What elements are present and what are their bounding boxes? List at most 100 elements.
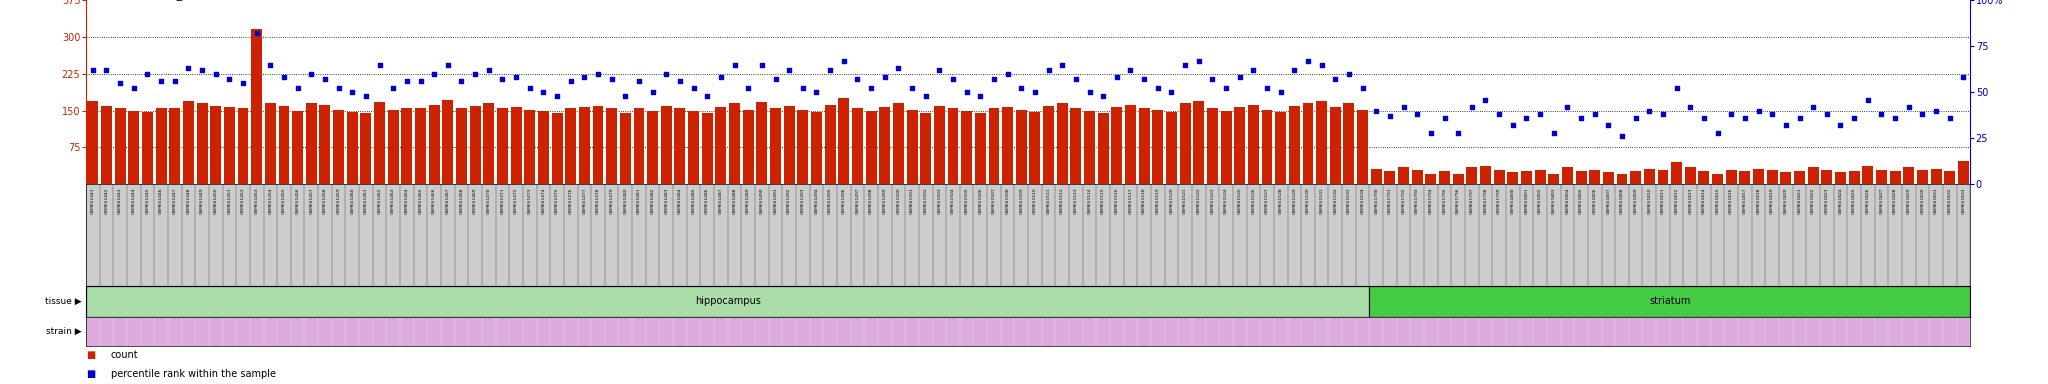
Bar [729, 103, 739, 184]
Point [1442, 130, 1475, 136]
Bar [141, 112, 154, 184]
Bar [319, 105, 330, 184]
Text: GSM651817: GSM651817 [1743, 187, 1747, 214]
Point [745, 61, 778, 68]
Bar [1876, 170, 1886, 184]
Bar [211, 106, 221, 184]
Bar [1657, 170, 1669, 184]
Bar [498, 108, 508, 184]
Bar [1343, 103, 1354, 184]
Point [473, 67, 506, 73]
Text: GSM651501: GSM651501 [909, 187, 913, 214]
Text: GSM651494: GSM651494 [815, 187, 819, 214]
Point [526, 89, 559, 95]
Bar [401, 108, 412, 184]
Text: GSM651462: GSM651462 [377, 187, 381, 214]
Text: GSM651526: GSM651526 [1251, 187, 1255, 214]
Bar [1030, 112, 1040, 184]
Text: GSM651452: GSM651452 [242, 187, 246, 214]
Bar [1931, 169, 1942, 184]
Text: GSM651822: GSM651822 [1810, 187, 1815, 214]
Text: GSM651805: GSM651805 [1579, 187, 1583, 214]
Bar [1440, 170, 1450, 184]
Text: GSM651534: GSM651534 [1360, 187, 1364, 214]
Point [1702, 130, 1735, 136]
Point [1360, 108, 1393, 114]
Point [1169, 61, 1202, 68]
Text: GSM651533: GSM651533 [1348, 187, 1352, 214]
Point [1073, 89, 1106, 95]
Text: GSM651800: GSM651800 [1511, 187, 1516, 214]
Point [1729, 115, 1761, 121]
Bar [1425, 174, 1436, 184]
Text: GSM651502: GSM651502 [924, 187, 928, 214]
Point [1468, 96, 1501, 103]
Point [977, 76, 1010, 82]
Point [117, 85, 150, 91]
Point [1182, 58, 1214, 64]
Point [1415, 130, 1448, 136]
Bar [1944, 170, 1956, 184]
Bar [551, 113, 563, 184]
Point [1196, 76, 1229, 82]
Bar [1534, 170, 1546, 184]
Bar [1493, 170, 1505, 184]
Text: GSM651518: GSM651518 [1143, 187, 1147, 214]
Point [1948, 74, 1980, 81]
Bar [387, 109, 399, 184]
Text: GSM651531: GSM651531 [1319, 187, 1323, 214]
Bar [1317, 101, 1327, 184]
Point [1866, 111, 1898, 118]
Point [1755, 111, 1788, 118]
Point [186, 67, 219, 73]
Text: percentile rank within the sample: percentile rank within the sample [111, 369, 276, 379]
Text: GSM651498: GSM651498 [868, 187, 872, 214]
Bar [156, 108, 166, 184]
Text: GSM651820: GSM651820 [1784, 187, 1788, 214]
Point [1837, 115, 1870, 121]
Text: GSM651465: GSM651465 [418, 187, 422, 214]
Text: GSM651791: GSM651791 [1389, 187, 1393, 214]
Bar [346, 112, 358, 184]
Text: GSM651451: GSM651451 [227, 187, 231, 214]
Text: GSM651454: GSM651454 [268, 187, 272, 214]
Point [936, 76, 969, 82]
Text: GSM651469: GSM651469 [473, 187, 477, 214]
Point [1319, 76, 1352, 82]
Text: GSM651473: GSM651473 [528, 187, 532, 214]
Point [309, 76, 342, 82]
Text: GSM651467: GSM651467 [446, 187, 451, 214]
Point [965, 93, 997, 99]
Bar [1452, 174, 1464, 184]
Point [90, 67, 123, 73]
Point [1456, 104, 1489, 110]
Text: GSM651816: GSM651816 [1729, 187, 1733, 214]
Bar [702, 113, 713, 184]
Bar [1616, 174, 1628, 184]
Text: GSM651792: GSM651792 [1401, 187, 1405, 214]
Bar [1548, 174, 1559, 184]
Point [418, 71, 451, 77]
Text: GSM651804: GSM651804 [1565, 187, 1569, 214]
Text: GSM651510: GSM651510 [1032, 187, 1036, 214]
Text: GSM651513: GSM651513 [1073, 187, 1077, 214]
Bar [797, 109, 809, 184]
Bar [524, 109, 535, 184]
Point [158, 78, 190, 84]
Text: GSM651512: GSM651512 [1061, 187, 1065, 214]
Bar [948, 108, 958, 184]
Point [1933, 115, 1966, 121]
Bar [715, 107, 727, 184]
Point [1591, 122, 1624, 128]
Text: GSM651511: GSM651511 [1047, 187, 1051, 214]
Text: GSM651821: GSM651821 [1798, 187, 1802, 214]
Text: GSM651470: GSM651470 [487, 187, 492, 214]
Point [1878, 115, 1911, 121]
Text: GSM651506: GSM651506 [979, 187, 983, 214]
Text: GSM651508: GSM651508 [1006, 187, 1010, 214]
Bar [1466, 167, 1477, 184]
Text: GSM651528: GSM651528 [1278, 187, 1282, 214]
Point [377, 85, 410, 91]
Bar [1808, 167, 1819, 184]
Bar [621, 113, 631, 184]
